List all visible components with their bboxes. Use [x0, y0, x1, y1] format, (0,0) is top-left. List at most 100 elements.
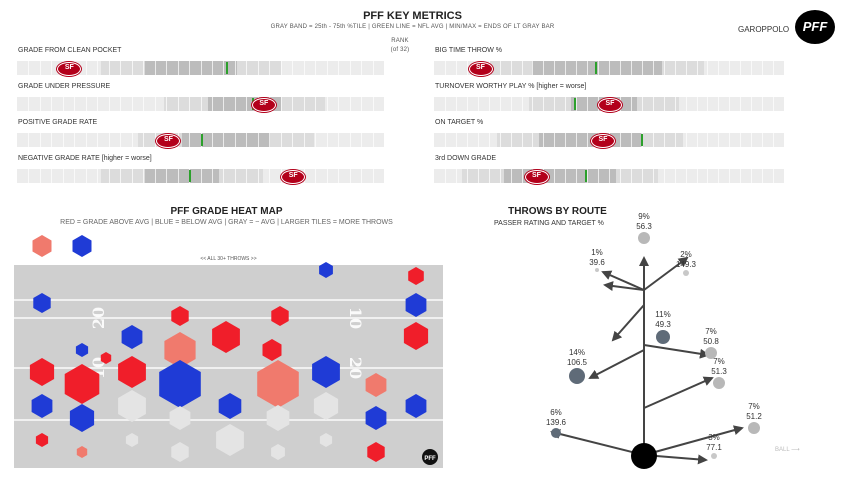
metric-tick [280, 133, 282, 147]
metric-tick [740, 169, 742, 183]
heat-tile [159, 360, 201, 408]
metric-tick [554, 133, 556, 147]
metric-tick [246, 169, 248, 183]
route-node [711, 453, 717, 459]
metric-tick [619, 169, 621, 183]
route-passer-rating: 39.6 [589, 258, 605, 267]
team-logo-marker [598, 98, 622, 112]
metric-tick [532, 133, 534, 147]
route-target-pct: 7% [748, 402, 760, 411]
metric-tick [211, 61, 213, 75]
route-line [588, 349, 645, 379]
metric-tick [488, 97, 490, 111]
metric-tick [466, 169, 468, 183]
metric-tick [154, 97, 156, 111]
metric-tick [189, 97, 191, 111]
metric-tick [234, 61, 236, 75]
metric-tick [131, 97, 133, 111]
metric-tick [598, 61, 600, 75]
heat-tile [262, 339, 282, 361]
metric-tick [97, 169, 99, 183]
metric-tick [51, 169, 53, 183]
metric-nfl-avg-line [640, 134, 643, 146]
metric-tick [641, 169, 643, 183]
heat-tile [76, 446, 88, 458]
field-logo-text: PFF [424, 456, 436, 462]
metric-tick [609, 169, 610, 183]
route-target-pct: 11% [655, 310, 670, 319]
metric-tick [97, 133, 99, 147]
heat-tile [218, 393, 242, 419]
heat-tile [319, 433, 333, 447]
metric-tick [488, 133, 490, 147]
metric-tick [166, 61, 168, 75]
team-logo-marker [156, 134, 181, 148]
metric-tick [177, 97, 179, 111]
metric-tick [587, 97, 589, 111]
metric-tick [292, 97, 294, 111]
metric-tick [177, 169, 179, 183]
route-line [643, 344, 710, 359]
metric-tick [477, 97, 479, 111]
route-target-pct: 3% [708, 433, 720, 442]
metric-tick [466, 133, 468, 147]
metric-tick [28, 133, 30, 147]
team-logo-marker [468, 62, 493, 76]
metric-tick [521, 169, 523, 183]
metric-tick [211, 169, 213, 183]
route-target-pct: 7% [705, 327, 717, 336]
metric-tick [143, 169, 145, 183]
metric-tick [521, 61, 523, 75]
metric-tick [543, 133, 545, 147]
heat-tile [403, 322, 429, 350]
metric-tick [292, 133, 294, 147]
team-logo-marker [591, 134, 615, 148]
metric-tick [28, 97, 30, 111]
metric-tick [166, 97, 168, 111]
field-caption: << ALL 30+ THROWS >> [200, 256, 257, 262]
metric-tick [349, 169, 351, 183]
metric-tick [108, 169, 110, 183]
metric-tick [554, 169, 556, 183]
metric-tick [39, 169, 41, 183]
metric-tick [652, 133, 654, 147]
metric-tick [499, 169, 501, 183]
metric-tick [39, 61, 41, 75]
metric-tick [338, 133, 340, 147]
metric-tick [51, 61, 53, 75]
metric-tick [773, 97, 775, 111]
ball-label: BALL ⟶ [775, 447, 800, 453]
metric-tick [762, 61, 764, 75]
ball-label-text: BALL [775, 447, 790, 453]
metric-tick [499, 61, 501, 75]
metric-tick [762, 97, 764, 111]
metric-tick [773, 133, 775, 147]
metric-tick [576, 61, 578, 75]
metric-tick [361, 61, 363, 75]
metric-tick [674, 169, 676, 183]
heat-tile [216, 424, 244, 456]
metric-label: NEGATIVE GRADE RATE [higher = worse] [18, 155, 152, 162]
metric-tick [62, 97, 64, 111]
heat-tile [365, 406, 387, 430]
metric-nfl-avg-line [226, 62, 229, 74]
route-passer-rating: 50.8 [703, 337, 719, 346]
metric-tick [326, 169, 328, 183]
metric-tick [455, 97, 457, 111]
route-line [643, 376, 714, 409]
metric-tick [120, 97, 122, 111]
metric-tick [303, 61, 305, 75]
heat-tile [271, 444, 285, 460]
route-node [638, 232, 650, 244]
metric-track [434, 61, 784, 76]
heat-tile [125, 433, 139, 447]
metric-iqr-band [539, 133, 641, 147]
route-passer-rating: 139.6 [546, 418, 567, 427]
metric-tick [587, 169, 589, 183]
metric-tick [189, 133, 191, 147]
heatmap-subtitle: RED = GRADE ABOVE AVG | BLUE = BELOW AVG… [60, 219, 393, 226]
metric-tick [315, 97, 317, 111]
metric-tick [729, 133, 731, 147]
metric-tick [477, 169, 479, 183]
metric-tick [685, 97, 687, 111]
